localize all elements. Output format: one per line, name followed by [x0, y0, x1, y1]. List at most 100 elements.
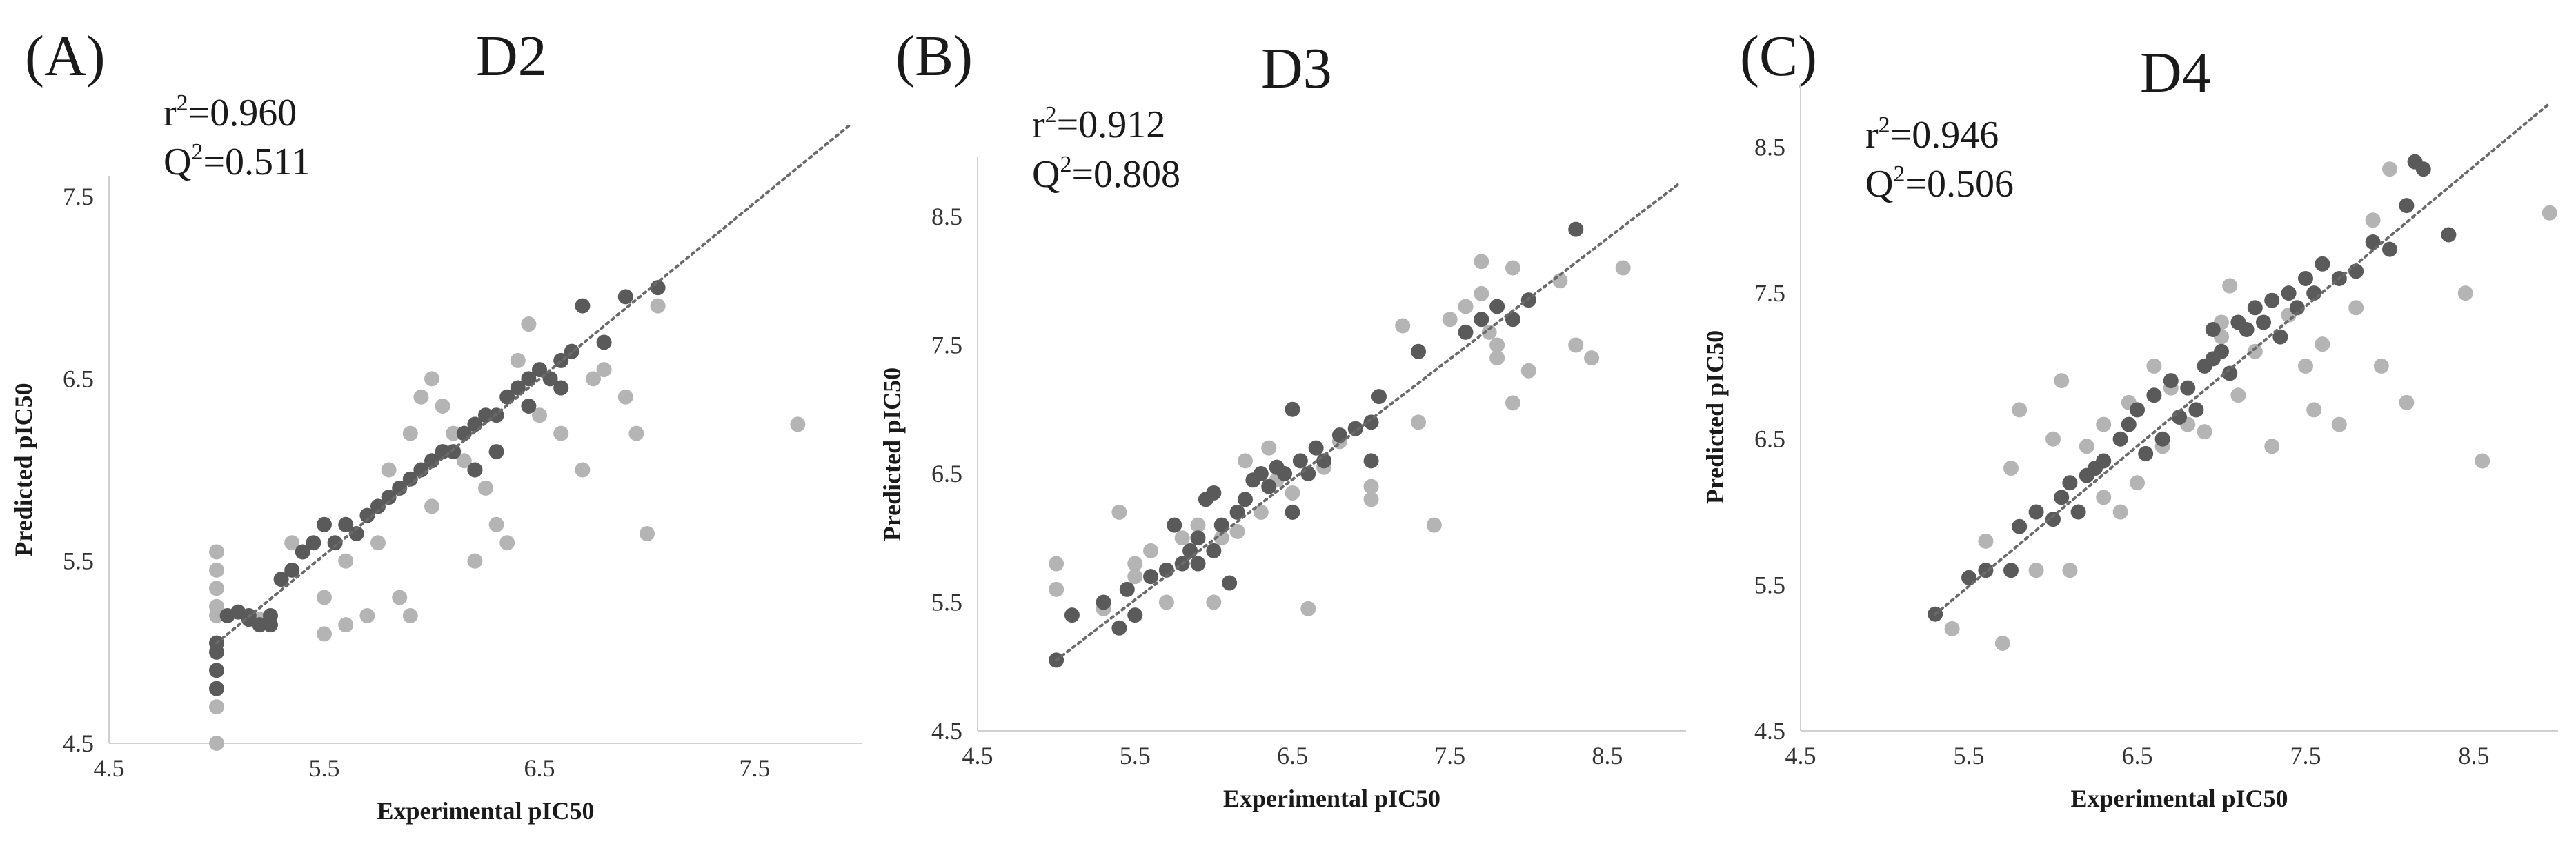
test-point — [1568, 337, 1584, 353]
test-point — [1229, 523, 1245, 539]
r2-stat: r2=0.946 — [1865, 112, 1999, 157]
test-point — [2222, 278, 2238, 294]
test-point — [2331, 416, 2347, 432]
test-point — [1442, 312, 1458, 328]
test-point — [1584, 350, 1600, 366]
training-point — [2247, 300, 2263, 316]
test-point — [209, 562, 224, 578]
test-point — [424, 371, 439, 387]
scatter-plot: 4.5 5.5 6.5 7.5 8.5 4.5 5.5 6.5 7.5 8.5 Experiment… — [878, 157, 1686, 812]
chart-title: D2 — [476, 24, 547, 88]
training-point — [1261, 479, 1277, 494]
training-point — [2163, 373, 2179, 389]
test-point — [532, 407, 547, 423]
test-point — [402, 425, 418, 441]
training-point — [1237, 492, 1253, 507]
training-point — [2399, 198, 2415, 214]
training-point — [2130, 402, 2145, 418]
training-point — [2112, 431, 2128, 447]
training-point — [1245, 472, 1261, 488]
training-point — [284, 562, 300, 578]
test-point — [1158, 594, 1174, 610]
test-point — [413, 389, 429, 405]
test-point — [2306, 402, 2322, 418]
test-point — [650, 298, 666, 314]
training-point — [2012, 518, 2028, 534]
training-point — [1119, 581, 1135, 597]
x-tick-label: 7.5 — [2290, 742, 2321, 769]
x-tick-label: 4.5 — [1785, 742, 1816, 769]
y-tick-label: 5.5 — [63, 547, 94, 575]
test-point — [1049, 556, 1064, 572]
training-point — [2415, 161, 2431, 177]
test-point — [2475, 453, 2490, 469]
test-point — [2146, 358, 2162, 374]
test-point — [209, 581, 224, 596]
test-point — [2542, 205, 2557, 221]
x-tick-label: 6.5 — [1277, 742, 1308, 769]
y-axis-label: Predicted pIC50 — [10, 383, 37, 556]
panel-letter: (B) — [895, 24, 973, 88]
y-tick-label: 4.5 — [63, 729, 94, 757]
training-point — [2272, 329, 2288, 345]
test-point — [790, 416, 806, 432]
training-point — [1411, 343, 1427, 359]
x-tick-label: 8.5 — [1592, 742, 1623, 769]
training-point — [2239, 322, 2255, 338]
test-point — [1395, 318, 1411, 334]
test-point — [2197, 424, 2212, 440]
test-point — [1253, 504, 1269, 520]
training-point — [348, 526, 364, 542]
training-point — [1331, 427, 1347, 443]
training-point — [1474, 312, 1489, 328]
test-point — [1978, 533, 1994, 549]
test-point — [553, 425, 569, 441]
y-axis-label: Predicted pIC50 — [1701, 330, 1729, 504]
training-point — [1277, 465, 1293, 481]
test-point — [1190, 517, 1206, 533]
r2-stat: r2=0.912 — [1032, 102, 1166, 146]
y-tick-label: 6.5 — [1754, 425, 1785, 453]
training-point — [2045, 512, 2061, 527]
test-point — [1474, 285, 1489, 301]
q2-stat: Q2=0.511 — [164, 139, 310, 183]
test-point — [2130, 475, 2145, 491]
test-point — [2365, 212, 2381, 228]
test-point — [338, 617, 354, 633]
x-tick-label: 7.5 — [740, 754, 771, 782]
test-point — [209, 607, 224, 623]
test-point — [2373, 358, 2389, 374]
training-point — [2222, 365, 2238, 381]
training-point — [1127, 607, 1143, 623]
training-point — [1167, 517, 1182, 533]
training-point — [392, 480, 408, 496]
test-point — [1474, 254, 1489, 270]
training-point — [2003, 563, 2019, 578]
test-point — [2457, 285, 2473, 301]
test-point — [2348, 300, 2364, 316]
chart-title: D3 — [1261, 37, 1332, 101]
test-point — [467, 553, 483, 569]
panel-a: (A) D2 r2=0.960 Q2=0.511 4.5 5.5 6.5 7.5 4.5… — [0, 0, 862, 846]
training-point — [1213, 517, 1229, 533]
test-point — [2315, 336, 2330, 352]
training-point — [1363, 453, 1379, 469]
training-point — [521, 398, 537, 414]
test-point — [338, 553, 354, 569]
training-point — [1489, 299, 1505, 314]
test-point — [2230, 387, 2246, 403]
training-point — [2062, 475, 2078, 491]
test-point — [575, 462, 591, 478]
test-point — [1049, 581, 1064, 597]
test-point — [370, 535, 386, 551]
test-point — [1363, 479, 1379, 494]
test-point — [1127, 556, 1143, 572]
training-point — [2028, 504, 2044, 520]
training-point — [2214, 343, 2229, 359]
test-point — [435, 398, 450, 414]
trend-line — [215, 122, 853, 645]
y-tick-label: 8.5 — [931, 203, 962, 230]
training-point — [241, 612, 257, 627]
test-point — [317, 590, 332, 605]
test-point — [596, 362, 612, 378]
